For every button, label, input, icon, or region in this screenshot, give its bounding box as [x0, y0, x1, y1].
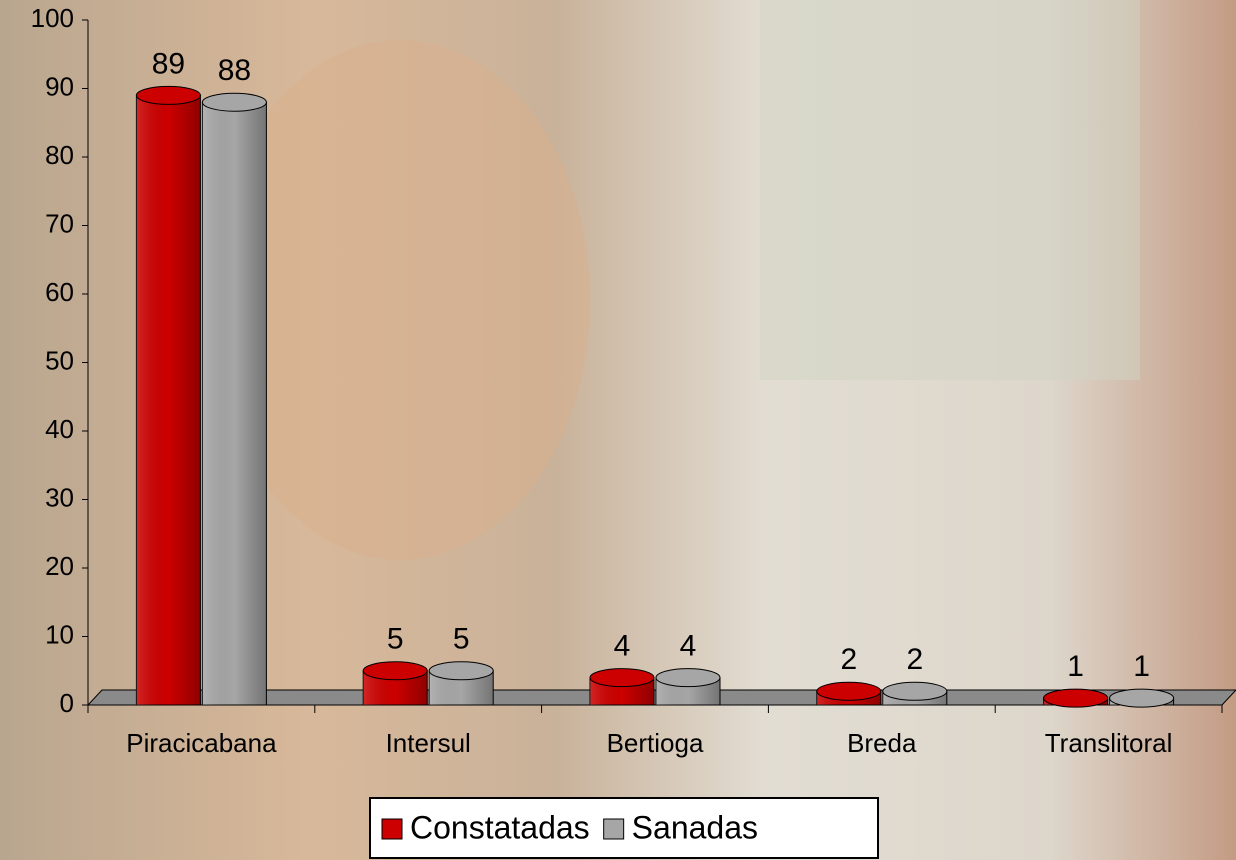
data-label: 5: [387, 623, 404, 656]
bar-top: [817, 682, 881, 700]
bar: [590, 669, 654, 705]
bar-top: [590, 669, 654, 687]
bar-shade: [202, 102, 266, 705]
y-tick-label: 20: [45, 551, 74, 581]
y-tick-label: 10: [45, 619, 74, 649]
data-label: 5: [453, 623, 470, 656]
legend-swatch: [382, 819, 402, 839]
y-tick-label: 90: [45, 71, 74, 101]
bar: [363, 662, 427, 705]
bar-top: [429, 662, 493, 680]
bar: [429, 662, 493, 705]
legend-label: Sanadas: [632, 809, 758, 845]
background-photo: [210, 40, 590, 560]
y-tick-label: 30: [45, 482, 74, 512]
chart: Constatadas Sanadas 0 10 20 30 40 50 60 70 80 90 10…: [0, 0, 1236, 860]
bar: [817, 682, 881, 705]
bar-top: [883, 682, 947, 700]
data-label: 2: [906, 643, 923, 676]
bar-top: [202, 93, 266, 111]
bar: [883, 682, 947, 705]
bar-top: [1044, 689, 1108, 707]
y-tick-label: 70: [45, 208, 74, 238]
bar: [136, 86, 200, 705]
y-tick-label: 60: [45, 277, 74, 307]
x-tick-label: Breda: [847, 728, 917, 758]
bar-top: [363, 662, 427, 680]
page: Constatadas Sanadas 0 10 20 30 40 50 60 70 80 90 10…: [0, 0, 1236, 860]
background-photo: [760, 0, 1140, 380]
bar: [1110, 689, 1174, 707]
data-label: 4: [680, 630, 697, 663]
bar: [202, 93, 266, 705]
bar-top: [136, 86, 200, 104]
y-tick-label: 100: [31, 3, 74, 33]
y-tick-label: 80: [45, 140, 74, 170]
x-tick-label: Bertioga: [607, 728, 704, 758]
data-label: 88: [218, 54, 251, 87]
legend-swatch: [604, 819, 624, 839]
legend: Constatadas Sanadas: [370, 798, 878, 858]
y-tick-label: 40: [45, 414, 74, 444]
data-label: 2: [840, 643, 857, 676]
data-label: 4: [614, 630, 631, 663]
bar-top: [1110, 689, 1174, 707]
data-label: 1: [1133, 650, 1150, 683]
legend-label: Constatadas: [410, 809, 590, 845]
data-label: 89: [152, 47, 185, 80]
bar-top: [656, 669, 720, 687]
bar-shade: [136, 95, 200, 705]
x-tick-label: Intersul: [386, 728, 471, 758]
bar: [1044, 689, 1108, 707]
y-tick-label: 50: [45, 345, 74, 375]
y-tick-label: 0: [60, 688, 74, 718]
bar: [656, 669, 720, 705]
x-tick-label: Translitoral: [1045, 728, 1173, 758]
x-tick-label: Piracicabana: [126, 728, 277, 758]
data-label: 1: [1067, 650, 1084, 683]
